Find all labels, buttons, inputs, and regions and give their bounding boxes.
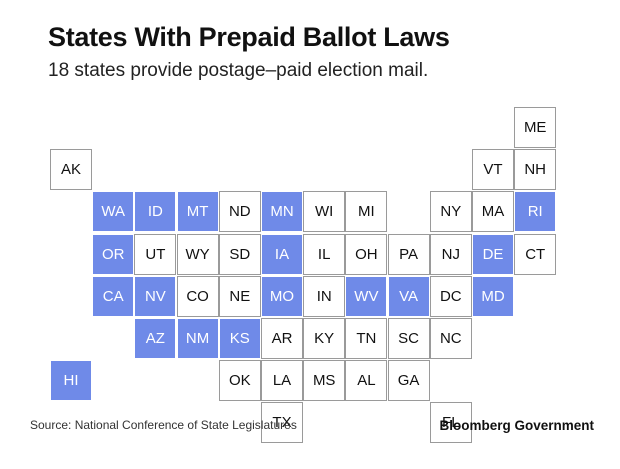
- state-tile-al: AL: [345, 360, 388, 402]
- state-tile-va: VA: [387, 275, 430, 317]
- state-tile-ak: AK: [50, 149, 92, 191]
- state-tile-ks: KS: [218, 318, 261, 359]
- state-tile-tn: TN: [345, 318, 388, 359]
- state-tile-mn: MN: [261, 191, 303, 233]
- state-tile-nv: NV: [134, 275, 177, 317]
- state-tile-nd: ND: [218, 191, 261, 233]
- brand-logo: Bloomberg Government: [439, 418, 594, 433]
- state-tile-ok: OK: [218, 360, 261, 402]
- chart-subtitle: 18 states provide postage–paid election …: [48, 60, 429, 81]
- state-tile-wa: WA: [92, 191, 135, 233]
- state-tile-dc: DC: [429, 275, 472, 317]
- state-tile-id: ID: [134, 191, 177, 233]
- state-tile-sc: SC: [387, 318, 430, 359]
- state-tile-ny: NY: [429, 191, 472, 233]
- state-tile-ga: GA: [387, 360, 430, 402]
- state-tile-nm: NM: [176, 318, 219, 359]
- state-tile-hi: HI: [50, 360, 92, 402]
- state-tile-me: ME: [514, 107, 557, 148]
- state-tile-ia: IA: [261, 233, 303, 275]
- state-tile-fl: FL: [429, 402, 472, 444]
- state-tile-wi: WI: [303, 191, 346, 233]
- state-tile-sd: SD: [218, 233, 261, 275]
- state-tile-mt: MT: [176, 191, 219, 233]
- state-tile-in: IN: [303, 275, 346, 317]
- state-tile-ri: RI: [514, 191, 557, 233]
- state-tile-ar: AR: [261, 318, 303, 359]
- state-tile-md: MD: [472, 275, 514, 317]
- state-tile-nj: NJ: [429, 233, 472, 275]
- state-tile-ky: KY: [303, 318, 346, 359]
- state-tile-nc: NC: [429, 318, 472, 359]
- state-tile-la: LA: [261, 360, 303, 402]
- state-tile-ct: CT: [514, 233, 557, 275]
- state-tile-ms: MS: [303, 360, 346, 402]
- state-tile-wv: WV: [345, 275, 388, 317]
- state-tile-ca: CA: [92, 275, 135, 317]
- state-tile-co: CO: [176, 275, 219, 317]
- state-tile-mi: MI: [345, 191, 388, 233]
- state-tile-ne: NE: [218, 275, 261, 317]
- state-tile-wy: WY: [176, 233, 219, 275]
- state-tile-ma: MA: [472, 191, 514, 233]
- state-tile-or: OR: [92, 233, 135, 275]
- state-tile-de: DE: [472, 233, 514, 275]
- source-note: Source: National Conference of State Leg…: [30, 418, 297, 432]
- chart-title: States With Prepaid Ballot Laws: [48, 22, 450, 52]
- state-tile-az: AZ: [134, 318, 177, 359]
- state-tile-mo: MO: [261, 275, 303, 317]
- state-tile-tx: TX: [261, 402, 303, 444]
- state-tile-il: IL: [303, 233, 346, 275]
- state-tile-pa: PA: [387, 233, 430, 275]
- state-tile-oh: OH: [345, 233, 388, 275]
- state-tile-vt: VT: [472, 149, 514, 191]
- state-tile-nh: NH: [514, 149, 557, 191]
- state-tile-ut: UT: [134, 233, 177, 275]
